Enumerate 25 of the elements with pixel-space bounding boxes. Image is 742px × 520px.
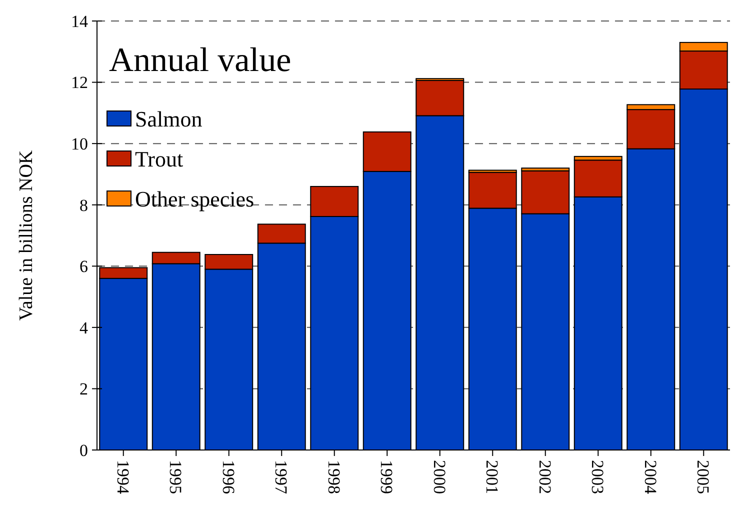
x-tick-label: 2001: [482, 460, 502, 494]
x-tick-label: 2003: [588, 460, 608, 494]
x-tick-label: 1998: [324, 460, 344, 494]
y-tick-label: 8: [80, 196, 88, 215]
legend-label: Trout: [135, 146, 184, 172]
legend-label: Other species: [135, 186, 254, 212]
legend-label: Salmon: [135, 106, 202, 132]
x-tick-label: 1995: [166, 460, 186, 494]
x-tick-label: 2004: [640, 460, 660, 494]
x-tick-label: 2000: [430, 460, 449, 494]
x-tick-label: 2002: [535, 460, 554, 494]
text: Annual value: [109, 42, 292, 79]
x-tick-label: 2005: [694, 460, 713, 494]
y-tick-label: 10: [71, 134, 88, 154]
y-tick-label: 6: [80, 257, 88, 276]
y-tick-label: 4: [80, 318, 88, 338]
x-tick-label: 1994: [113, 460, 132, 494]
x-tick-label: 1996: [218, 460, 238, 494]
y-axis-title: Value in billions NOK: [16, 150, 37, 321]
y-tick-label: 0: [80, 440, 88, 460]
y-tick-label: 14: [71, 12, 88, 31]
y-tick-label: 2: [80, 380, 88, 399]
x-tick-label: 1997: [272, 460, 291, 494]
y-tick-label: 12: [71, 73, 88, 92]
x-tick-label: 1999: [377, 460, 396, 494]
